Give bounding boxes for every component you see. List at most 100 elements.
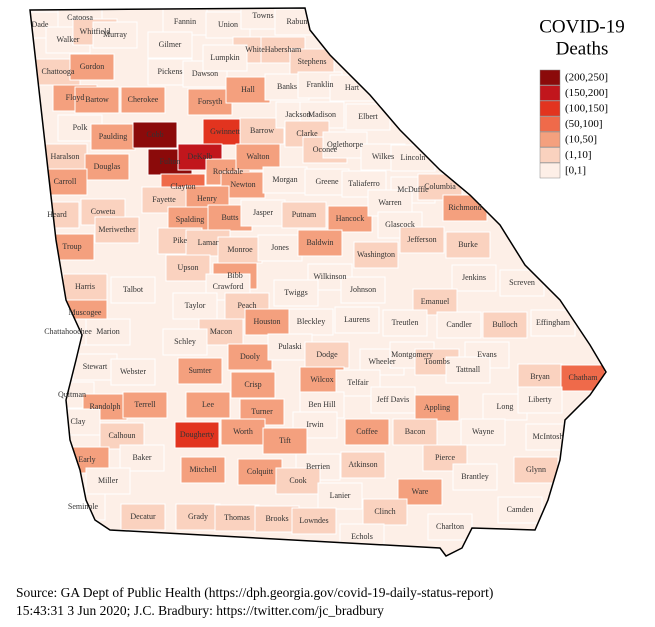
county-label: Irwin — [306, 420, 323, 429]
county — [230, 371, 276, 399]
county — [85, 318, 131, 346]
county-label: Candler — [446, 320, 472, 329]
county-label: Chatham — [569, 373, 599, 382]
county-label: Lee — [202, 400, 214, 409]
county — [517, 386, 563, 414]
county-label: Terrell — [134, 400, 156, 409]
county-label: Chattahoochee — [44, 327, 92, 336]
county-label: Wilcox — [310, 375, 333, 384]
legend-swatch — [539, 162, 561, 179]
county — [353, 241, 399, 269]
county — [289, 48, 335, 76]
legend-swatch — [539, 116, 561, 132]
county-label: Colquitt — [247, 467, 274, 476]
county-label: Atkinson — [348, 460, 377, 469]
county-label: Screven — [509, 278, 535, 287]
source-text: 15:43:31 3 Jun 2020; J.C. Bradbury: http… — [16, 603, 384, 618]
county-label: Twiggs — [284, 288, 307, 297]
county — [74, 86, 120, 114]
county-label: Newton — [230, 180, 255, 189]
county-label: Polk — [73, 123, 88, 132]
county-label: Crisp — [244, 380, 261, 389]
county-label: Hall — [241, 85, 256, 94]
county — [370, 386, 416, 414]
county-label: Berrien — [306, 462, 330, 471]
county-label: Echols — [351, 532, 373, 541]
county — [217, 236, 263, 264]
county-label: Richmond — [448, 203, 481, 212]
county-label: Jenkins — [462, 273, 486, 282]
county — [322, 131, 368, 159]
county-label: Crawford — [213, 282, 244, 291]
county-label: Spalding — [176, 215, 204, 224]
county-label: Morgan — [272, 175, 297, 184]
county — [451, 264, 497, 292]
county — [262, 427, 308, 455]
county-label: Dawson — [192, 69, 218, 78]
county — [225, 76, 271, 104]
county — [94, 216, 140, 244]
county-label: Floyd — [66, 93, 85, 102]
legend-swatch — [539, 131, 561, 148]
county-label: Jeff Davis — [377, 395, 410, 404]
county-label: Butts — [222, 213, 239, 222]
county — [180, 456, 226, 484]
county-label: Bulloch — [492, 320, 517, 329]
county-label: Glascock — [385, 220, 415, 229]
county — [275, 467, 321, 495]
county — [72, 353, 118, 381]
county — [120, 86, 166, 114]
county-label: Effingham — [536, 318, 571, 327]
county-label: Fulton — [160, 157, 181, 166]
county-label: Lowndes — [299, 516, 328, 525]
county-label: Emanuel — [421, 297, 450, 306]
legend-swatch — [539, 100, 561, 117]
county — [85, 467, 131, 495]
county-label: Gwinnett — [210, 127, 241, 136]
county-label: Franklin — [306, 80, 333, 89]
county-label: Taliaferro — [348, 179, 379, 188]
county-label: Fannin — [174, 17, 196, 26]
county-label: Clinch — [374, 507, 395, 516]
legend-swatch — [539, 85, 561, 101]
county-label: Habersham — [265, 45, 302, 54]
county — [530, 309, 576, 337]
county-label: Bibb — [227, 271, 243, 280]
county — [288, 308, 334, 336]
county-label: Clarke — [296, 129, 318, 138]
county — [119, 444, 165, 472]
county — [244, 308, 290, 336]
county-label: Glynn — [526, 465, 546, 474]
legend-label: [0,1] — [565, 165, 586, 177]
county-label: Upson — [178, 263, 199, 272]
county — [362, 498, 408, 526]
county-label: Ware — [412, 487, 429, 496]
state-outline — [29, 7, 607, 557]
county-label: Jasper — [253, 208, 273, 217]
county-label: DeKalb — [188, 152, 213, 161]
county-label: Lamar — [198, 238, 219, 247]
county — [262, 166, 308, 194]
county — [84, 153, 130, 181]
county-label: Chattooga — [42, 67, 75, 76]
county-label: Walton — [247, 152, 270, 161]
county-label: Wilkes — [372, 152, 394, 161]
county-label: Houston — [253, 317, 280, 326]
county-label: Liberty — [528, 395, 552, 404]
county-label: Hart — [345, 83, 360, 92]
county-label: Montgomery — [391, 350, 433, 359]
county — [436, 311, 482, 339]
county-label: Mitchell — [189, 465, 217, 474]
county-label: Early — [78, 455, 95, 464]
county — [327, 205, 373, 233]
county-label: Walker — [57, 35, 80, 44]
county-label: Dade — [32, 20, 49, 29]
county — [427, 513, 473, 541]
legend: (200,250] (150,200] (100,150] (50,100] (10,5… — [539, 69, 608, 179]
county-label: Catoosa — [67, 13, 93, 22]
county-label: Cherokee — [128, 95, 159, 104]
county-label: Haralson — [51, 152, 80, 161]
county — [174, 421, 220, 449]
legend-label: (200,250] — [565, 72, 608, 84]
